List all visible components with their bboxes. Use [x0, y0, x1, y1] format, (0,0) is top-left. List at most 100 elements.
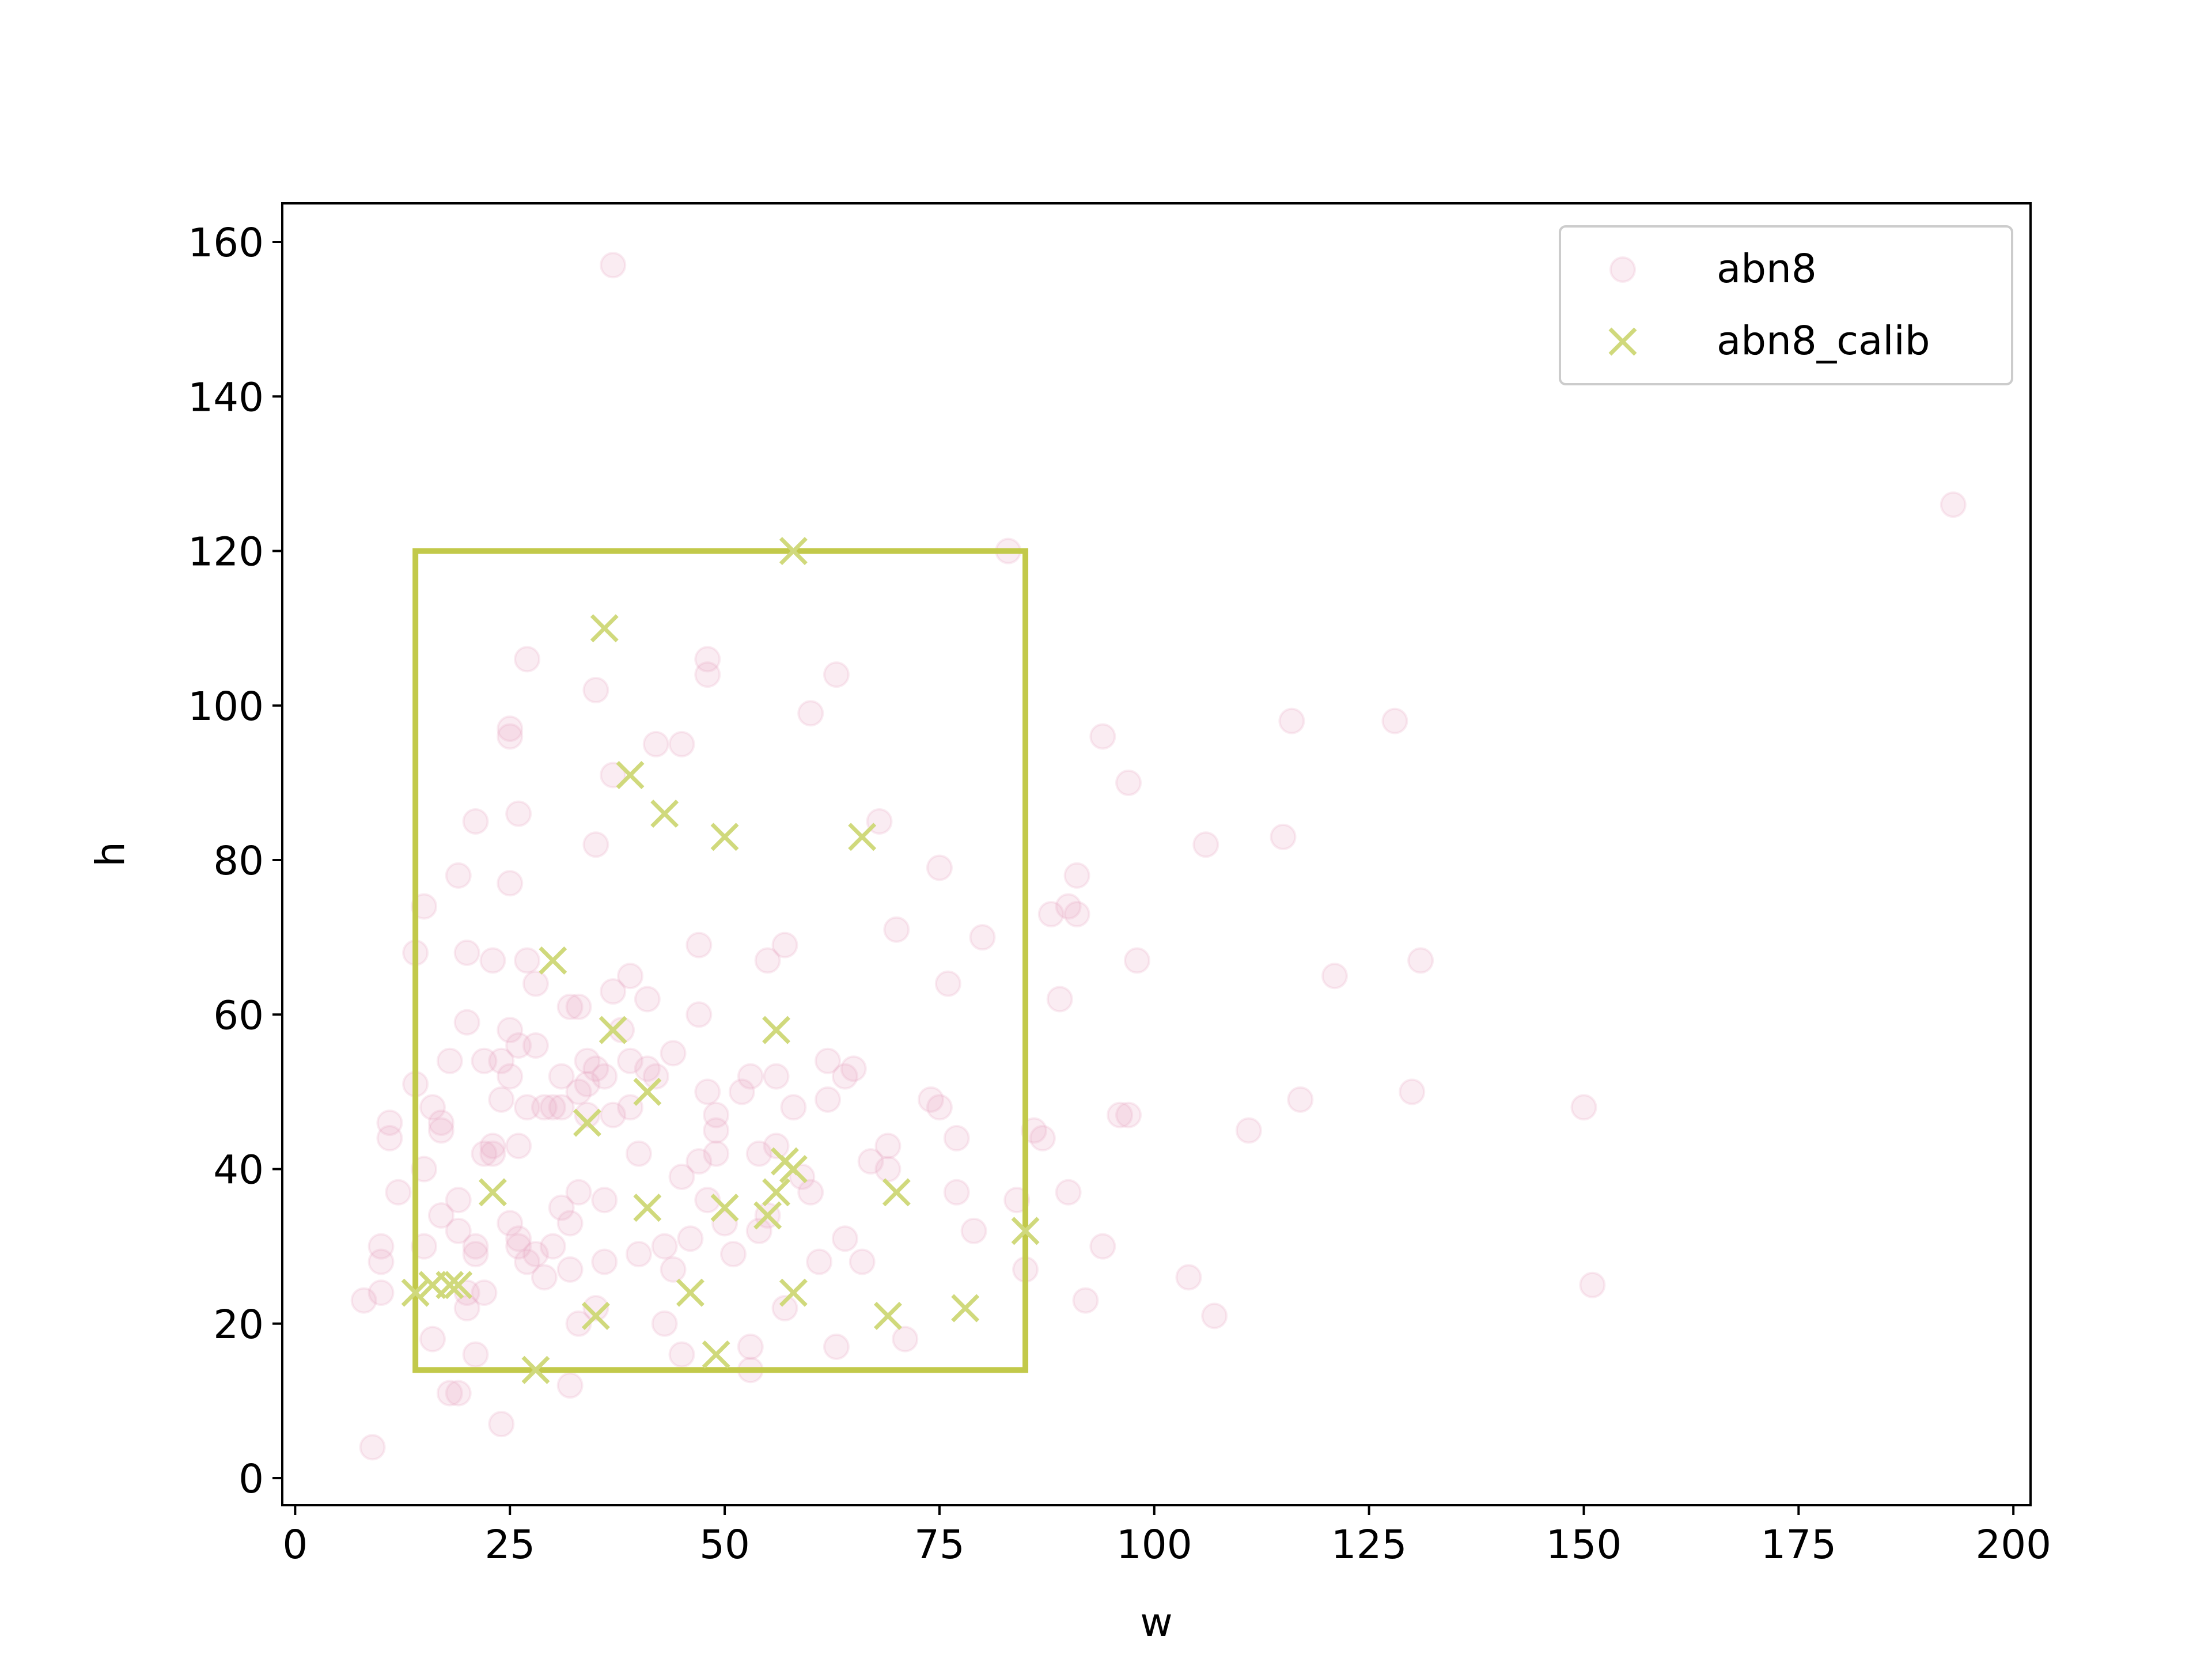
- abn8-point: [574, 1047, 601, 1074]
- abn8-point: [694, 646, 721, 673]
- abn8-point: [539, 1233, 566, 1260]
- abn8-point: [479, 1140, 506, 1167]
- abn8-calib-point: [762, 1178, 791, 1207]
- abn8-point: [505, 1233, 532, 1260]
- x-stroke: [581, 1301, 610, 1330]
- abn8-point: [462, 808, 489, 835]
- abn8-point: [376, 1124, 403, 1152]
- abn8-point: [591, 1187, 618, 1214]
- abn8-point: [427, 1202, 454, 1229]
- abn8-point: [427, 1109, 454, 1137]
- abn8-point: [892, 1325, 919, 1353]
- abn8-calib-point: [435, 1271, 464, 1300]
- x-stroke: [444, 1271, 473, 1300]
- abn8-point: [600, 762, 627, 789]
- x-stroke: [1011, 1217, 1040, 1245]
- abn8-point: [479, 947, 506, 974]
- abn8-point: [1399, 1078, 1426, 1105]
- abn8-point: [1123, 947, 1150, 974]
- abn8-calib-point: [702, 1340, 730, 1369]
- abn8-point: [514, 646, 541, 673]
- calibration-box: [412, 548, 1029, 1373]
- abn8-point: [763, 1132, 790, 1160]
- x-stroke: [882, 1178, 911, 1207]
- x-axis-label: w: [1140, 1600, 1172, 1646]
- abn8-point: [582, 676, 609, 703]
- abn8-point: [556, 1210, 584, 1237]
- abn8-point: [479, 1132, 506, 1160]
- abn8-point: [719, 1241, 747, 1268]
- abn8-point: [685, 1148, 713, 1175]
- abn8-point: [703, 1140, 730, 1167]
- abn8-calib-point: [710, 1194, 739, 1222]
- abn8-point: [1278, 707, 1305, 734]
- y-tick-label: 100: [188, 684, 264, 730]
- abn8-point: [497, 723, 524, 750]
- x-stroke: [762, 1016, 791, 1044]
- abn8-point: [505, 800, 532, 827]
- abn8-point: [918, 1086, 945, 1113]
- y-tick-label: 160: [188, 220, 264, 266]
- abn8-point: [462, 1241, 489, 1268]
- abn8-point: [617, 963, 644, 990]
- abn8-point: [419, 1094, 446, 1121]
- abn8-point: [943, 1124, 970, 1152]
- abn8-point: [565, 1179, 592, 1206]
- abn8-point: [1407, 947, 1434, 974]
- abn8-point: [376, 1109, 403, 1137]
- abn8-point: [960, 1217, 987, 1244]
- abn8-point: [625, 1140, 652, 1167]
- abn8-point: [574, 1071, 601, 1098]
- abn8-point: [771, 1294, 798, 1321]
- abn8-point: [462, 1233, 489, 1260]
- abn8-calib-point: [873, 1301, 902, 1330]
- legend-box: [1559, 225, 2013, 385]
- abn8-point: [453, 940, 480, 967]
- abn8-point: [634, 1055, 661, 1082]
- x-stroke: [753, 1201, 782, 1230]
- abn8-calib-point: [848, 823, 877, 851]
- abn8-point: [471, 1140, 498, 1167]
- abn8-point: [445, 1380, 472, 1407]
- abn8-point: [591, 1063, 618, 1090]
- abn8-calib-point: [882, 1178, 911, 1207]
- abn8-point: [823, 1334, 850, 1361]
- abn8-calib-point: [521, 1355, 550, 1384]
- abn8-point: [445, 1187, 472, 1214]
- abn8-point: [797, 1179, 824, 1206]
- abn8-point: [548, 1094, 575, 1121]
- abn8-calib-point: [478, 1178, 507, 1207]
- abn8-point: [514, 1248, 541, 1275]
- abn8-point: [934, 970, 961, 997]
- abn8-calib-point: [633, 1077, 662, 1106]
- x-stroke: [401, 1278, 430, 1307]
- abn8-point: [737, 1063, 764, 1090]
- abn8-point: [668, 1341, 695, 1368]
- abn8-point: [556, 993, 584, 1020]
- abn8-calib-point: [581, 1301, 610, 1330]
- x-stroke: [676, 1278, 704, 1307]
- x-stroke: [521, 1355, 550, 1384]
- abn8-point: [1940, 491, 1967, 518]
- abn8-point: [582, 1055, 609, 1082]
- x-tick-label: 50: [699, 1522, 750, 1568]
- abn8-point: [505, 1225, 532, 1252]
- abn8-point: [514, 947, 541, 974]
- x-stroke: [478, 1178, 507, 1207]
- x-stroke: [710, 1194, 739, 1222]
- abn8-point: [1201, 1302, 1228, 1330]
- abn8-point: [874, 1132, 902, 1160]
- abn8-point: [522, 1032, 549, 1059]
- abn8-point: [651, 1310, 678, 1337]
- abn8-calib-point: [762, 1016, 791, 1044]
- x-stroke: [848, 823, 877, 851]
- abn8-calib-point: [573, 1108, 601, 1137]
- abn8-point: [883, 916, 910, 943]
- x-tick-label: 175: [1760, 1522, 1836, 1568]
- abn8-point: [711, 1210, 738, 1237]
- abn8-point: [815, 1086, 842, 1113]
- x-stroke: [633, 1194, 662, 1222]
- abn8-point: [445, 1217, 472, 1244]
- abn8-calib-point: [539, 946, 567, 975]
